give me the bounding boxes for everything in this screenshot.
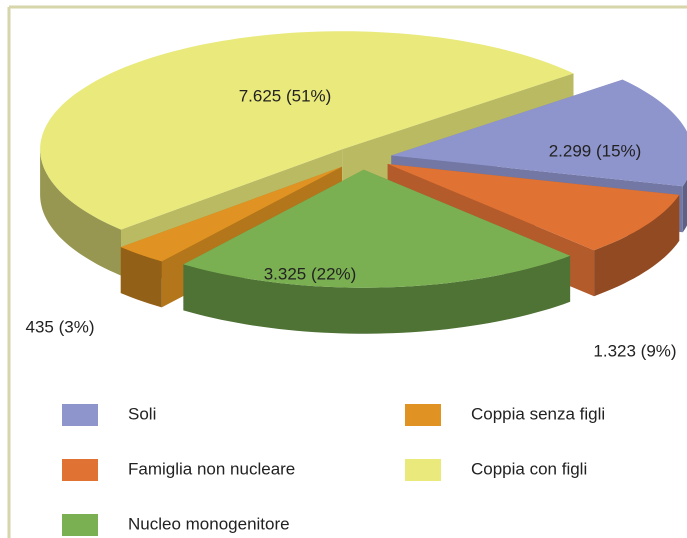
slice bbox=[120, 166, 342, 262]
slice bbox=[183, 169, 571, 288]
legend-swatch bbox=[405, 459, 441, 481]
legend-label: Famiglia non nucleare bbox=[128, 459, 295, 478]
data-label: 2.299 (15%) bbox=[549, 141, 642, 160]
slice bbox=[391, 79, 687, 187]
legend-label: Soli bbox=[128, 404, 156, 423]
slice bbox=[40, 31, 574, 230]
data-label: 3.325 (22%) bbox=[264, 264, 357, 283]
legend-swatch bbox=[62, 459, 98, 481]
data-label: 435 (3%) bbox=[26, 317, 95, 336]
legend-swatch bbox=[405, 404, 441, 426]
data-label: 7.625 (51%) bbox=[239, 86, 332, 105]
data-label: 1.323 (9%) bbox=[593, 341, 676, 360]
legend-label: Coppia con figli bbox=[471, 459, 587, 478]
slice bbox=[387, 164, 680, 251]
slice-wall bbox=[40, 149, 121, 276]
slice-wall bbox=[594, 194, 680, 297]
slice-wall bbox=[120, 247, 162, 308]
slice-side bbox=[120, 166, 342, 294]
legend-swatch bbox=[62, 514, 98, 536]
legend-label: Nucleo monogenitore bbox=[128, 514, 290, 533]
legend-swatch bbox=[62, 404, 98, 426]
legend: Soli Famiglia non nucleare Nucleo monogeni… bbox=[62, 404, 605, 536]
pie: 2.299 (15%) 1.323 (9%) 3.325 (22%) 435 (3%)… bbox=[26, 31, 687, 360]
slice-wall bbox=[183, 255, 571, 334]
slice-wall bbox=[682, 179, 687, 233]
legend-label: Coppia senza figli bbox=[471, 404, 605, 423]
